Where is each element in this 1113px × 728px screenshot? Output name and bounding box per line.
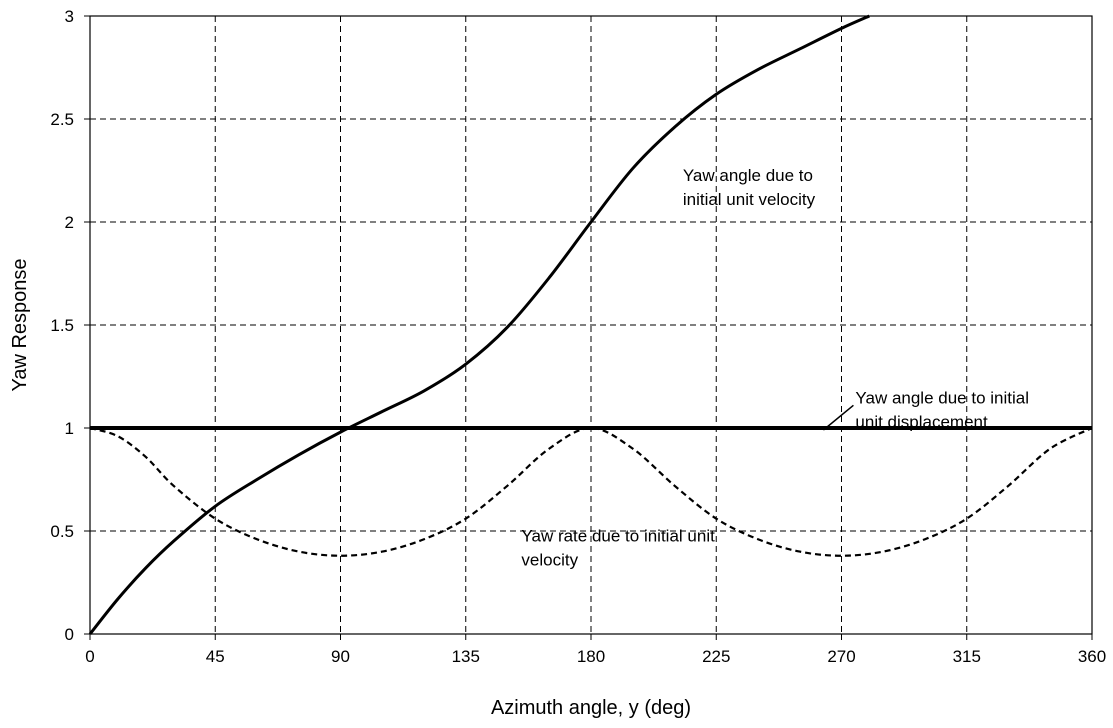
- annotation-line: initial unit velocity: [683, 190, 816, 209]
- y-axis-label: Yaw Response: [9, 258, 31, 391]
- x-tick-label: 315: [953, 647, 981, 666]
- x-tick-label: 90: [331, 647, 350, 666]
- annotation-line: Yaw rate due to initial unit: [521, 526, 715, 545]
- annotation-label: Yaw angle due to initial unit velocity: [683, 166, 816, 209]
- x-axis-label: Azimuth angle, y (deg): [491, 697, 691, 719]
- y-tick-label: 1.5: [50, 316, 74, 335]
- x-tick-label: 360: [1078, 647, 1106, 666]
- annotation-line: Yaw angle due to initial: [855, 388, 1029, 407]
- x-tick-label: 0: [85, 647, 94, 666]
- x-tick-label: 45: [206, 647, 225, 666]
- annotation-line: Yaw angle due to: [683, 166, 813, 185]
- x-tick-label: 180: [577, 647, 605, 666]
- y-tick-label: 2: [65, 213, 74, 232]
- x-tick-label: 270: [827, 647, 855, 666]
- annotation-label: Yaw angle due to initial unit displacemen…: [855, 388, 1029, 431]
- y-tick-label: 2.5: [50, 110, 74, 129]
- annotation-leader-line: [822, 404, 854, 431]
- tick-labels: 0 45 90 135 180 225 270 315 360 0 0.5 1 1.5 2 2.5 3: [50, 7, 1106, 666]
- annotation-line: unit displacement: [855, 412, 988, 431]
- y-tick-label: 0: [65, 625, 74, 644]
- yaw-angle-velocity-line: [88, 14, 870, 635]
- annotation-label: Yaw rate due to initial unit velocity: [521, 526, 715, 569]
- y-tick-label: 0.5: [50, 522, 74, 541]
- annotation-line: velocity: [521, 550, 578, 569]
- yaw-rate-velocity-line: [89, 426, 1093, 557]
- x-tick-label: 135: [452, 647, 480, 666]
- annotations: Yaw angle due to initial unit velocityYaw…: [521, 166, 1029, 569]
- x-tick-label: 225: [702, 647, 730, 666]
- y-tick-label: 3: [65, 7, 74, 26]
- series-lines: [88, 14, 1093, 635]
- y-tick-label: 1: [65, 419, 74, 438]
